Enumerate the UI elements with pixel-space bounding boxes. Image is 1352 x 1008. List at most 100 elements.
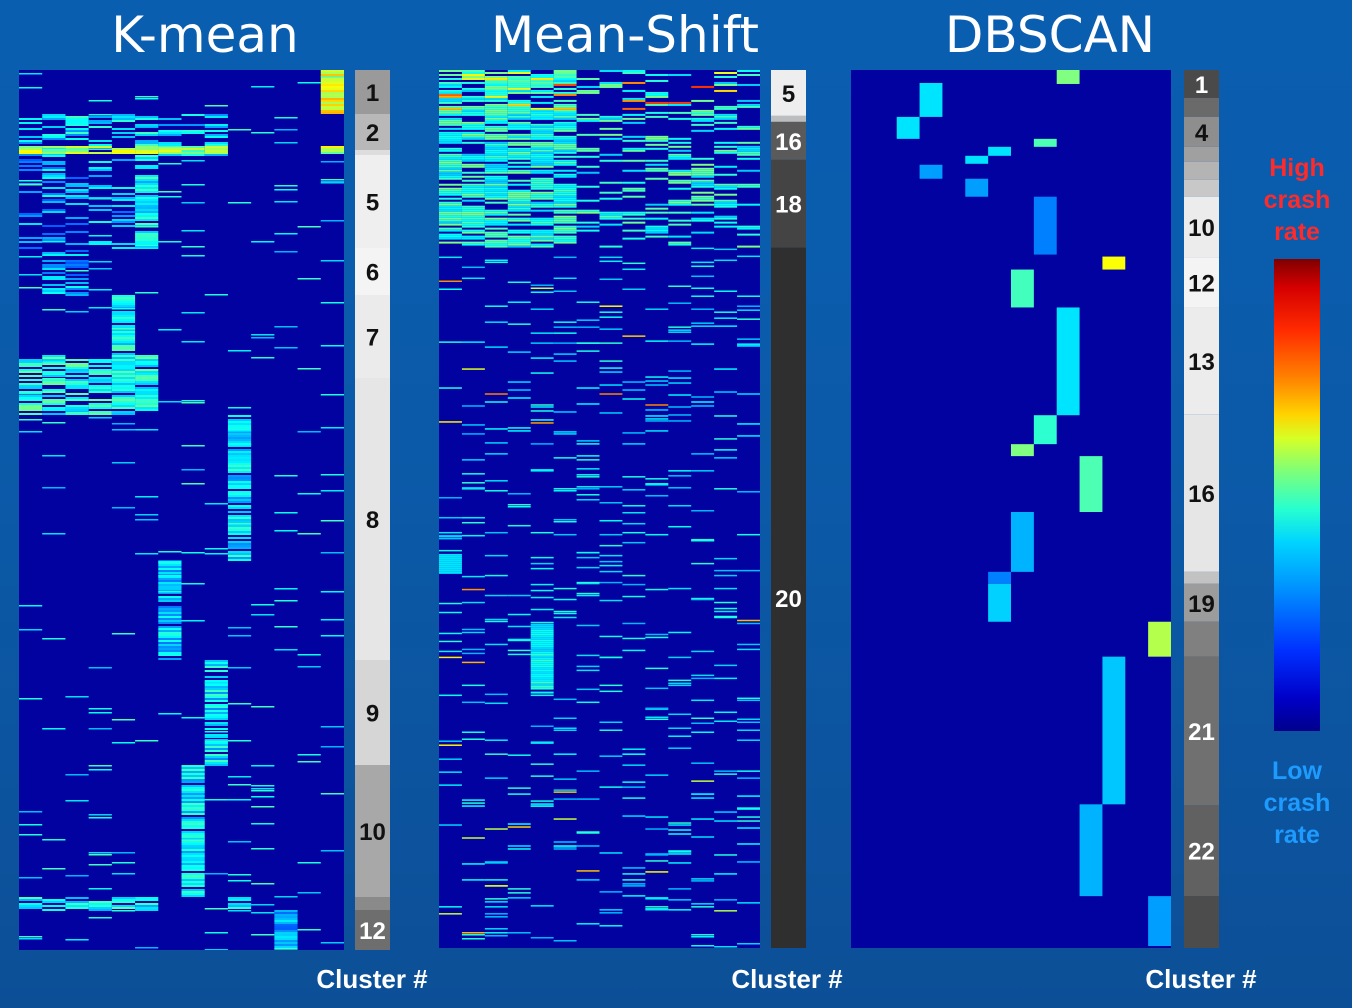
heatmap-cell <box>668 223 692 226</box>
heatmap-cell <box>553 612 577 615</box>
heatmap-cell <box>227 457 252 459</box>
heatmap-cell <box>181 114 205 116</box>
heatmap-cell <box>204 706 228 708</box>
heatmap-cell <box>691 343 715 345</box>
heatmap-cell <box>135 203 159 205</box>
heatmap-cell <box>111 411 136 413</box>
heatmap-cell <box>111 219 136 221</box>
heatmap-cell <box>553 205 577 208</box>
heatmap-cell <box>668 525 692 528</box>
heatmap-cell <box>484 87 508 90</box>
heatmap-cell <box>461 195 485 198</box>
heatmap-cell <box>227 667 252 669</box>
heatmap-cell <box>576 624 600 627</box>
heatmap-cell <box>691 797 715 799</box>
cluster-segment <box>355 660 390 765</box>
heatmap-cell <box>691 231 715 234</box>
heatmap-cell <box>691 117 715 120</box>
heatmap-cell <box>274 942 298 944</box>
heatmap-cell <box>553 231 577 234</box>
heatmap-cell <box>227 903 252 905</box>
heatmap-cell <box>622 229 646 232</box>
heatmap-cell <box>599 635 623 638</box>
cluster-segment <box>355 897 390 910</box>
heatmap-cell <box>88 817 112 819</box>
heatmap-cell <box>645 95 669 98</box>
heatmap-cell <box>484 777 508 779</box>
heatmap-cell <box>668 73 692 76</box>
heatmap-cell <box>553 841 577 843</box>
heatmap-cell <box>691 396 715 398</box>
heatmap-cell <box>19 247 43 249</box>
heatmap-cell <box>553 520 577 523</box>
cluster-label: 6 <box>366 260 379 287</box>
heatmap-cell <box>645 91 669 94</box>
heatmap-cell <box>65 774 89 776</box>
heatmap-cell <box>622 213 646 216</box>
heatmap-cell <box>530 332 554 334</box>
heatmap-cell <box>507 135 531 138</box>
heatmap-cell <box>507 199 531 202</box>
heatmap-cell <box>88 387 112 389</box>
heatmap-cell <box>530 127 554 130</box>
heatmap-cell <box>484 393 508 395</box>
heatmap-cell <box>181 838 205 840</box>
heatmap-cell <box>19 140 43 142</box>
heatmap-cell <box>622 781 646 783</box>
heatmap-cell <box>135 124 159 126</box>
heatmap-cell <box>530 691 554 694</box>
heatmap-cell <box>158 564 182 566</box>
heatmap-cell <box>135 223 159 225</box>
heatmap-cell <box>65 118 89 120</box>
heatmap-cell <box>158 652 182 654</box>
heatmap-cell <box>135 237 159 239</box>
heatmap-cell <box>42 407 66 409</box>
heatmap-cell <box>507 81 531 84</box>
heatmap-cell <box>274 934 298 936</box>
heatmap-cell <box>530 623 554 626</box>
heatmap-cell <box>530 655 554 658</box>
heatmap-cell <box>576 845 600 847</box>
heatmap-cell <box>645 478 669 480</box>
heatmap-cell <box>484 143 508 146</box>
heatmap-cell <box>439 149 462 152</box>
heatmap-cell <box>65 195 89 197</box>
heatmap-cell <box>204 746 228 748</box>
heatmap-block <box>988 571 1011 584</box>
heatmap-cell <box>484 133 508 136</box>
cluster-label: 10 <box>1188 215 1215 242</box>
heatmap-cell <box>88 209 112 211</box>
heatmap-cell <box>622 489 646 491</box>
heatmap-cell <box>645 340 669 342</box>
heatmap-cell <box>576 301 600 303</box>
heatmap-cell <box>461 163 485 166</box>
heatmap-cell <box>553 488 577 490</box>
heatmap-cell <box>553 290 577 292</box>
heatmap-cell <box>111 387 136 389</box>
heatmap-cell <box>461 153 485 156</box>
heatmap-cell <box>461 368 485 370</box>
heatmap-cell <box>65 367 89 369</box>
heatmap-cell <box>65 288 89 290</box>
heatmap-cell <box>461 187 485 190</box>
heatmap-cell <box>19 148 43 150</box>
xlabel-dbscan: Cluster # <box>1145 964 1257 994</box>
heatmap-cell <box>135 740 159 742</box>
heatmap-cell <box>484 209 508 212</box>
heatmap-cell <box>42 199 66 201</box>
heatmap-cell <box>530 185 554 188</box>
heatmap-cell <box>65 185 89 187</box>
heatmap-cell <box>599 83 623 86</box>
heatmap-cell <box>645 137 669 140</box>
heatmap-cell <box>530 905 554 907</box>
heatmap-cell <box>553 87 577 90</box>
heatmap-cell <box>42 114 66 116</box>
heatmap-cell <box>530 649 554 652</box>
heatmap-cell <box>181 803 205 805</box>
heatmap-cell <box>42 195 66 197</box>
heatmap-cell <box>691 123 715 126</box>
heatmap-cell <box>530 137 554 140</box>
heatmap-cell <box>599 564 623 567</box>
heatmap-cell <box>111 901 136 903</box>
heatmap-cell <box>42 868 66 870</box>
